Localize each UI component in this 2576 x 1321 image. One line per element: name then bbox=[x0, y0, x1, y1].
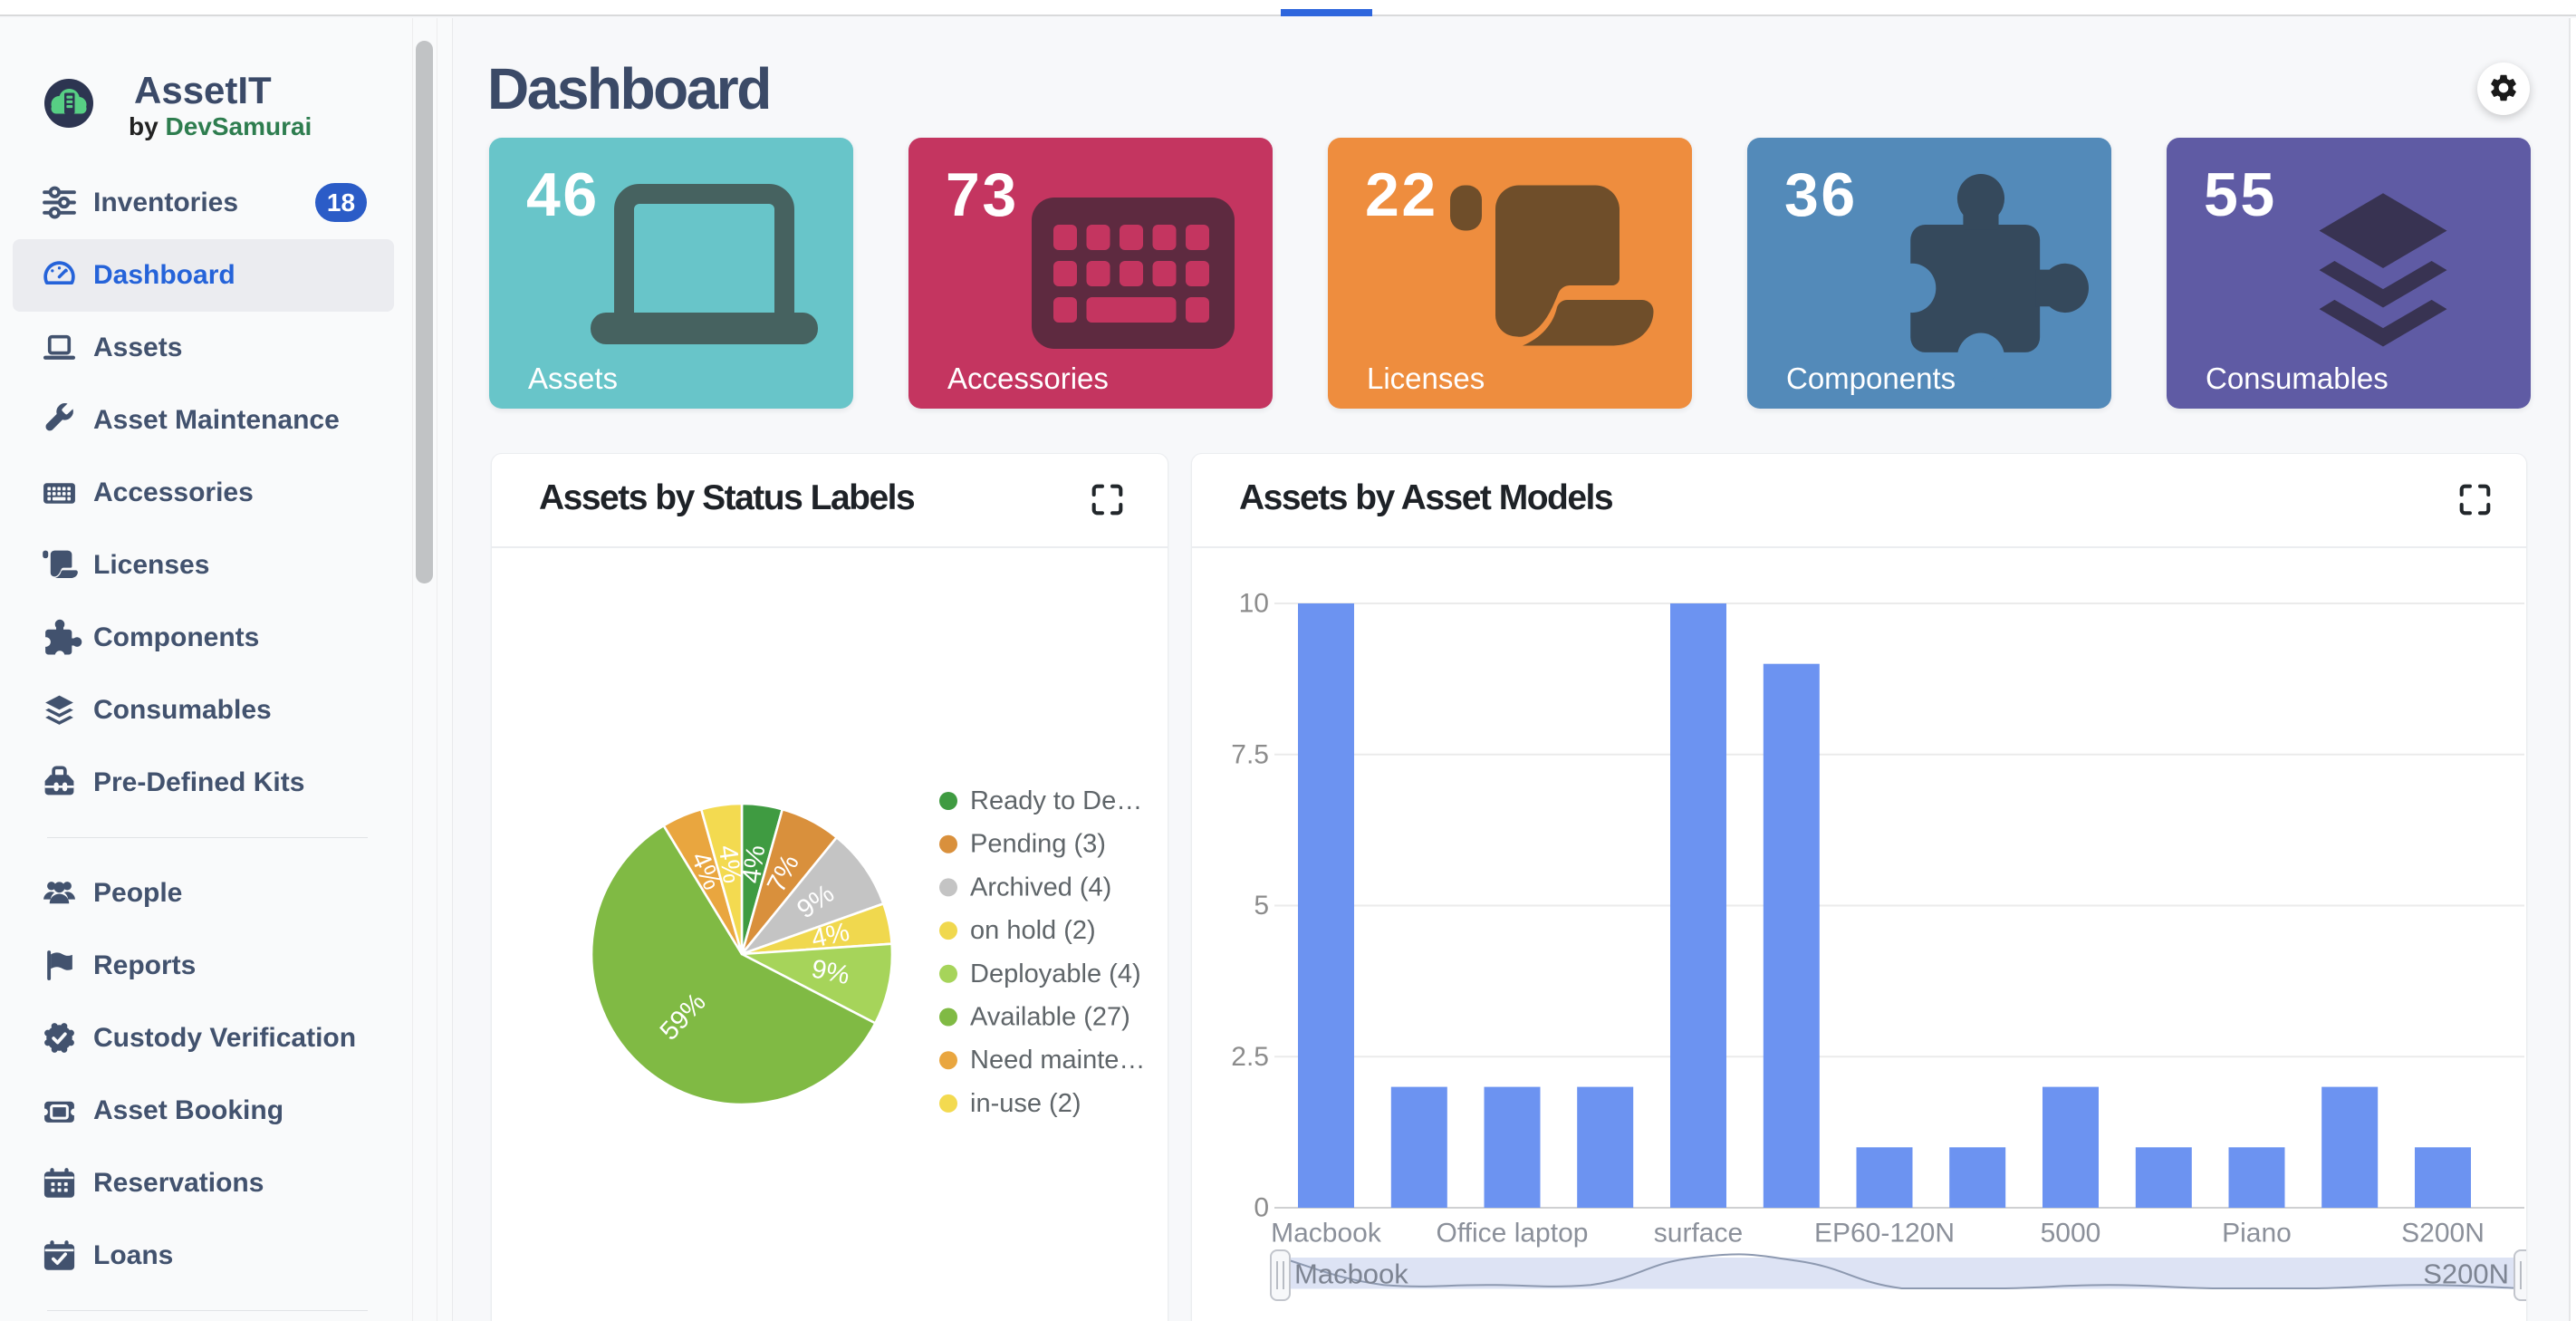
svg-text:S200N: S200N bbox=[2423, 1258, 2509, 1290]
svg-text:2.5: 2.5 bbox=[1231, 1042, 1269, 1072]
svg-text:Available (27): Available (27) bbox=[970, 1003, 1130, 1032]
svg-text:EP60-120N: EP60-120N bbox=[1814, 1219, 1955, 1249]
svg-text:Macbook: Macbook bbox=[1294, 1258, 1408, 1290]
svg-text:Deployable (4): Deployable (4) bbox=[970, 959, 1141, 988]
svg-text:5: 5 bbox=[1254, 891, 1269, 921]
svg-text:Macbook: Macbook bbox=[1271, 1219, 1382, 1249]
svg-text:Archived (4): Archived (4) bbox=[970, 873, 1111, 902]
svg-text:on hold (2): on hold (2) bbox=[970, 916, 1096, 945]
svg-text:0: 0 bbox=[1254, 1193, 1269, 1223]
svg-text:4%: 4% bbox=[737, 844, 771, 885]
svg-text:Ready to De…: Ready to De… bbox=[970, 786, 1142, 815]
svg-text:7.5: 7.5 bbox=[1231, 739, 1269, 769]
svg-text:Piano: Piano bbox=[2222, 1219, 2292, 1249]
svg-text:5000: 5000 bbox=[2041, 1219, 2101, 1249]
svg-text:surface: surface bbox=[1654, 1219, 1743, 1249]
svg-text:Office laptop: Office laptop bbox=[1437, 1219, 1589, 1249]
svg-text:S200N: S200N bbox=[2401, 1219, 2485, 1249]
svg-text:Need mainte…: Need mainte… bbox=[970, 1046, 1145, 1075]
svg-text:in-use (2): in-use (2) bbox=[970, 1089, 1081, 1118]
svg-text:4%: 4% bbox=[713, 844, 746, 885]
svg-text:Pending (3): Pending (3) bbox=[970, 830, 1106, 859]
svg-text:10: 10 bbox=[1239, 589, 1269, 619]
